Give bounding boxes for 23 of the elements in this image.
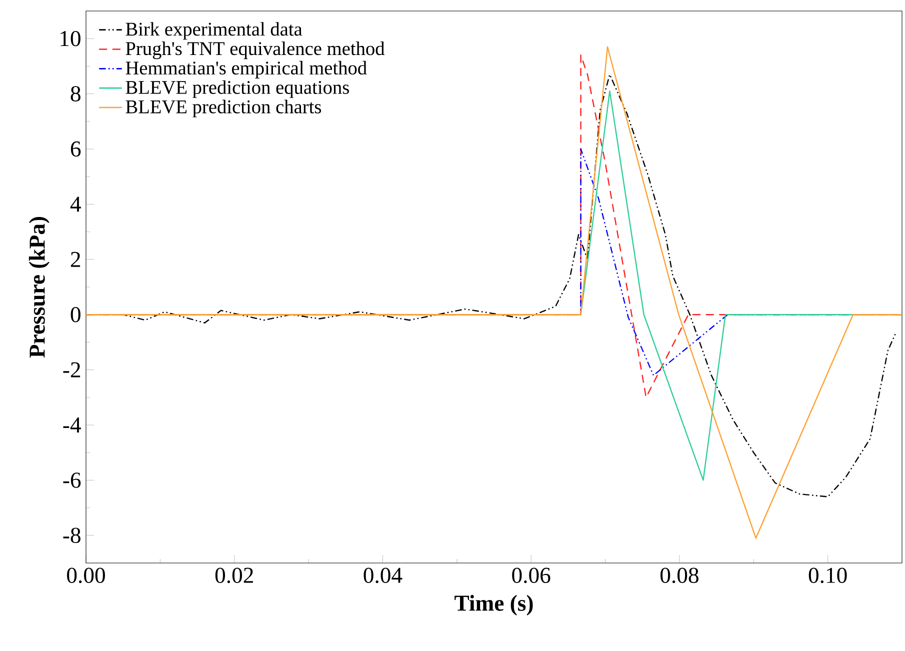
- y-tick-label: -2: [63, 362, 80, 378]
- y-tick-label: 2: [70, 252, 80, 267]
- x-axis-title: Time (s): [454, 594, 533, 616]
- y-tick-label: 8: [70, 86, 80, 102]
- y-tick-label: -6: [63, 472, 81, 488]
- y-tick-label: 6: [70, 141, 81, 157]
- x-tick-label: 0.08: [660, 568, 698, 584]
- y-tick-label: 10: [60, 30, 80, 46]
- y-tick-label: 0: [70, 306, 80, 322]
- legend-label: Birk experimental data: [126, 22, 302, 40]
- legend-label: Prugh's TNT equivalence method: [126, 42, 385, 60]
- x-tick-label: 0.10: [808, 568, 847, 584]
- y-axis-title: Pressure (kPa): [28, 216, 50, 358]
- y-tick-label: 4: [70, 196, 81, 212]
- y-tick-label: -8: [63, 528, 80, 544]
- x-tick-label: 0.00: [67, 568, 105, 584]
- x-tick-label: 0.04: [364, 568, 402, 584]
- y-tick-label: -4: [63, 418, 81, 432]
- legend-label: BLEVE prediction charts: [126, 100, 322, 118]
- legend-label: Hemmatian's empirical method: [126, 60, 367, 78]
- legend-label: BLEVE prediction equations: [126, 80, 349, 98]
- x-tick-label: 0.06: [512, 568, 550, 584]
- x-tick-label: 0.02: [215, 568, 253, 584]
